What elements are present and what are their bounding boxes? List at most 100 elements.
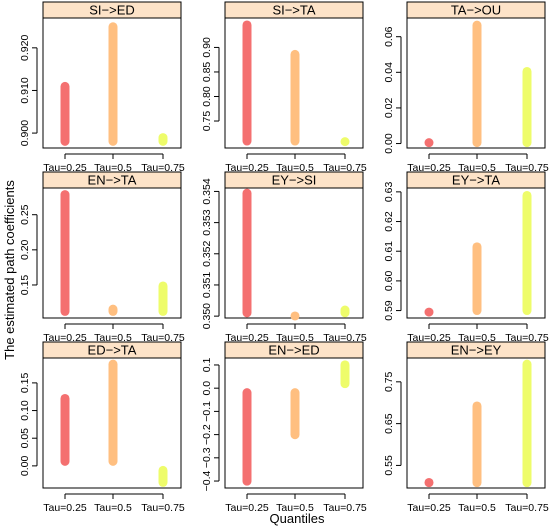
bar-tau-0.25 <box>60 81 70 146</box>
y-tick-label: 0.00 <box>19 455 31 476</box>
plot-frame <box>406 357 546 489</box>
bar-tau-0.25 <box>242 20 252 146</box>
bar-tau-0.75 <box>522 66 532 148</box>
panel: SI−>TA Tau=0.25 Tau=0.5 Tau=0.75 0.75 0.80 0.8… <box>201 1 367 174</box>
x-tick-label: Tau=0.25 <box>407 162 451 174</box>
y-tick-label: −0.4 <box>201 471 213 492</box>
y-tick-label: 0.15 <box>19 275 31 296</box>
plot-frame <box>406 187 546 319</box>
plot-frame <box>42 357 182 489</box>
panel-title: EY−>TA <box>452 173 501 188</box>
plot-frame <box>406 17 546 149</box>
panel: ED−>TA Tau=0.25 Tau=0.5 Tau=0.75 0.00 0.05 0.1… <box>19 341 185 514</box>
y-tick-label: 0.55 <box>383 455 395 476</box>
plot-frame <box>42 17 182 149</box>
bar-tau-0.5 <box>472 20 482 148</box>
x-tick-label: Tau=0.75 <box>141 332 185 344</box>
panel: EN−>TA Tau=0.25 Tau=0.5 Tau=0.75 0.15 0.20 0.2… <box>19 171 185 344</box>
y-tick-label: 0.910 <box>19 77 31 103</box>
y-tick-label: −0.1 <box>201 401 213 422</box>
x-tick-label: Tau=0.25 <box>43 502 87 514</box>
x-tick-label: Tau=0.25 <box>225 332 269 344</box>
panel: TA−>OU Tau=0.25 Tau=0.5 Tau=0.75 0.00 0.02 0.0… <box>383 1 549 174</box>
y-tick-label: 0.75 <box>383 371 395 392</box>
bar-tau-0.25 <box>60 393 70 466</box>
bar-tau-0.5 <box>290 311 300 321</box>
y-tick-label: 0.10 <box>19 400 31 421</box>
bar-tau-0.75 <box>158 465 168 487</box>
bar-tau-0.75 <box>340 137 350 147</box>
x-tick-label: Tau=0.25 <box>225 162 269 174</box>
y-tick-label: 0.353 <box>201 209 213 235</box>
panel-title: SI−>TA <box>272 3 315 18</box>
bar-tau-0.25 <box>60 190 70 316</box>
bar-tau-0.25 <box>424 138 434 148</box>
bar-tau-0.5 <box>108 22 118 146</box>
panel-title: EN−>ED <box>268 343 319 358</box>
panel-title: SI−>ED <box>89 3 135 18</box>
panel: EN−>EY Tau=0.25 Tau=0.5 Tau=0.75 0.55 0.65 0.7… <box>383 341 549 514</box>
x-tick-label: Tau=0.25 <box>225 502 269 514</box>
bar-tau-0.5 <box>472 401 482 488</box>
x-tick-label: Tau=0.25 <box>43 162 87 174</box>
x-tick-label: Tau=0.5 <box>276 332 314 344</box>
bar-tau-0.25 <box>242 188 252 318</box>
x-tick-label: Tau=0.25 <box>407 502 451 514</box>
x-axis-title: Quantiles <box>270 511 325 526</box>
panel: SI−>ED Tau=0.25 Tau=0.5 Tau=0.75 0.900 0.910 0… <box>19 1 185 174</box>
x-tick-label: Tau=0.5 <box>458 502 496 514</box>
y-tick-label: 0.02 <box>383 98 395 119</box>
x-tick-label: Tau=0.5 <box>276 502 314 514</box>
panel: EN−>ED Tau=0.25 Tau=0.5 Tau=0.75 −0.4 −0.3 −0.… <box>201 341 367 514</box>
x-tick-label: Tau=0.5 <box>94 502 132 514</box>
y-tick-label: 0.15 <box>19 373 31 394</box>
bar-tau-0.25 <box>424 307 434 317</box>
y-tick-label: 0.00 <box>383 133 395 154</box>
y-tick-label: −0.3 <box>201 447 213 468</box>
x-tick-label: Tau=0.5 <box>276 162 314 174</box>
panel-title: TA−>OU <box>451 3 501 18</box>
panel: EY−>SI Tau=0.25 Tau=0.5 Tau=0.75 0.350 0.351 0… <box>201 171 367 344</box>
y-tick-label: 0.59 <box>383 300 395 321</box>
x-tick-label: Tau=0.75 <box>505 332 549 344</box>
bar-tau-0.5 <box>108 359 118 466</box>
y-tick-label: 0.06 <box>383 26 395 47</box>
bar-tau-0.25 <box>424 477 434 488</box>
y-tick-label: 0.352 <box>201 240 213 266</box>
x-tick-label: Tau=0.5 <box>458 332 496 344</box>
x-tick-label: Tau=0.75 <box>323 332 367 344</box>
y-tick-label: 0.25 <box>19 204 31 225</box>
x-tick-label: Tau=0.75 <box>141 502 185 514</box>
bar-tau-0.75 <box>340 360 350 389</box>
y-tick-label: 0.1 <box>201 358 213 373</box>
panel: EY−>TA Tau=0.25 Tau=0.5 Tau=0.75 0.59 0.60 0.6… <box>383 171 549 344</box>
y-tick-label: 0.350 <box>201 303 213 329</box>
y-tick-label: 0.354 <box>201 178 213 204</box>
y-tick-label: 0.85 <box>201 62 213 83</box>
y-tick-label: 0.60 <box>383 271 395 292</box>
bar-tau-0.75 <box>522 190 532 316</box>
x-tick-label: Tau=0.75 <box>323 162 367 174</box>
y-tick-label: −0.2 <box>201 424 213 445</box>
x-tick-label: Tau=0.75 <box>505 502 549 514</box>
x-tick-label: Tau=0.5 <box>94 162 132 174</box>
bar-tau-0.75 <box>522 359 532 488</box>
y-tick-label: 0.61 <box>383 241 395 262</box>
y-tick-label: 0.63 <box>383 181 395 202</box>
panel-title: ED−>TA <box>88 343 137 358</box>
panel-title: EN−>EY <box>451 343 502 358</box>
bar-tau-0.75 <box>340 305 350 318</box>
bar-tau-0.75 <box>158 281 168 316</box>
y-tick-label: 0.75 <box>201 111 213 132</box>
bar-tau-0.5 <box>290 388 300 440</box>
x-tick-label: Tau=0.25 <box>407 332 451 344</box>
plot-frame <box>224 357 364 489</box>
y-tick-label: 0.920 <box>19 35 31 61</box>
y-tick-label: 0.90 <box>201 37 213 58</box>
y-tick-label: 0.62 <box>383 211 395 232</box>
x-tick-label: Tau=0.5 <box>94 332 132 344</box>
x-tick-label: Tau=0.75 <box>141 162 185 174</box>
plot-frame <box>224 17 364 149</box>
panel-title: EY−>SI <box>272 173 317 188</box>
y-axis-title: The estimated path coefficients <box>2 180 17 360</box>
